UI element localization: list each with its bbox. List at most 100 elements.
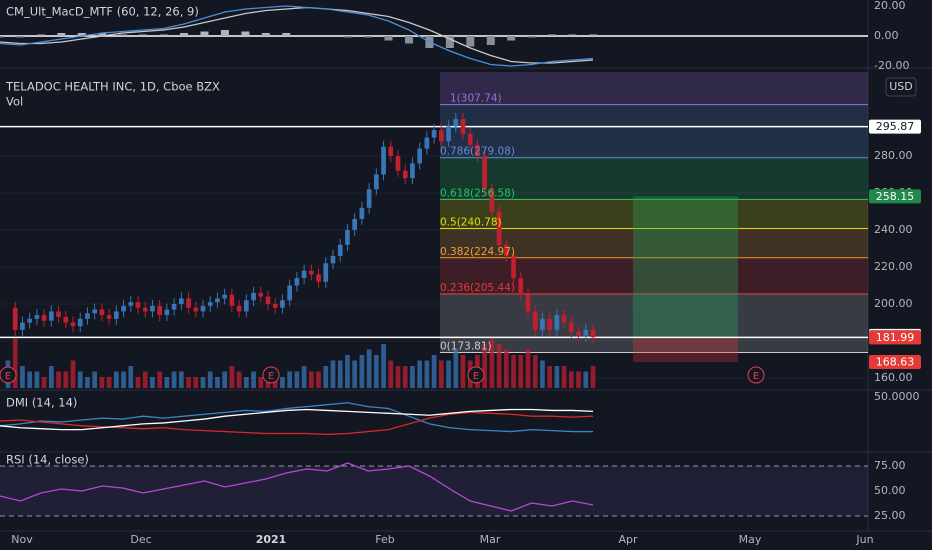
volume-bar	[222, 371, 228, 388]
volume-bar	[402, 366, 408, 388]
candle-body	[518, 278, 524, 295]
volume-bar	[554, 366, 560, 388]
volume-bar	[532, 355, 538, 388]
candle-body	[229, 294, 235, 306]
volume-bar	[417, 360, 423, 388]
price-tag-label: 181.99	[876, 331, 915, 344]
position-stop	[633, 337, 738, 363]
price-tick-label: 200.00	[874, 297, 913, 310]
candle-body	[287, 285, 293, 301]
candle-body	[301, 270, 307, 279]
fib-band	[440, 293, 868, 353]
macd-histogram	[548, 34, 557, 36]
earnings-marker	[262, 366, 280, 384]
volume-bar	[583, 371, 589, 388]
volume-bar	[85, 377, 90, 388]
rsi-tick-label: 75.00	[874, 459, 906, 472]
macd-histogram	[364, 36, 373, 38]
volume-bar	[41, 377, 47, 388]
volume-bar	[323, 366, 329, 388]
volume-bar	[251, 371, 256, 388]
macd-tick-label: -20.00	[874, 59, 909, 72]
candle-body	[410, 163, 415, 179]
currency-button[interactable]	[885, 77, 917, 97]
time-label: Dec	[130, 533, 151, 546]
volume-bar	[243, 377, 249, 388]
macd-histogram	[16, 36, 25, 38]
volume-bar	[482, 344, 488, 388]
candle-body	[142, 307, 148, 312]
candle-body	[489, 189, 495, 212]
candle-body	[395, 156, 401, 171]
volume-bar	[590, 366, 596, 388]
fib-band	[440, 72, 868, 105]
candle-body	[345, 230, 350, 245]
earnings-label: E	[268, 371, 274, 382]
volume-bar	[12, 338, 18, 388]
volume-bar	[511, 355, 516, 388]
volume-bar	[345, 355, 350, 388]
price-tag-label: 258.15	[876, 190, 915, 203]
volume-bar	[178, 371, 184, 388]
price-tag	[869, 355, 921, 370]
candle-body	[438, 130, 444, 142]
time-label: Apr	[618, 533, 638, 546]
candle-body	[236, 305, 242, 312]
rsi-title: RSI (14, close)	[6, 453, 89, 467]
volume-bar	[373, 355, 379, 388]
volume-bar	[164, 377, 170, 388]
macd-histogram	[139, 34, 148, 36]
macd-histogram	[404, 36, 413, 44]
candle-body	[41, 315, 47, 321]
dmi-tick-label: 50.0000	[874, 390, 920, 403]
volume-bar	[359, 355, 365, 388]
volume-bar	[229, 366, 235, 388]
volume-bar	[301, 366, 307, 388]
dmi-minus	[0, 411, 594, 436]
candle-body	[113, 311, 119, 319]
macd-histogram	[507, 36, 516, 41]
volume-bar	[381, 344, 386, 388]
candle-body	[258, 292, 264, 297]
candle-body	[27, 318, 33, 323]
volume-bar	[150, 377, 155, 388]
volume-bar	[489, 338, 495, 388]
rsi-line	[0, 462, 594, 512]
volume-bar	[308, 371, 314, 388]
volume-bar	[540, 360, 545, 388]
candle-body	[532, 311, 538, 330]
candle-body	[576, 331, 581, 336]
candle-body	[337, 244, 343, 256]
macd-title: CM_Ult_MacD_MTF (60, 12, 26, 9)	[6, 5, 199, 19]
macd-histogram	[466, 36, 475, 47]
volume-bar	[294, 371, 300, 388]
candle-body	[525, 294, 531, 312]
candle-body	[366, 189, 372, 208]
macd-histogram	[36, 34, 45, 36]
macd-histogram	[159, 34, 168, 36]
candle-body	[547, 318, 553, 330]
candle-body	[56, 311, 61, 317]
candle-body	[20, 322, 25, 330]
volume-bar	[70, 360, 76, 388]
dmi-plus	[0, 402, 593, 433]
candle-body	[222, 294, 228, 299]
earnings-marker	[0, 366, 17, 384]
currency[interactable]: USD	[889, 80, 913, 93]
fib-label: 0.618(256.58)	[440, 187, 515, 199]
candle-body	[251, 292, 256, 301]
volume-bar	[92, 371, 98, 388]
volume-bar	[121, 371, 126, 388]
macd-histogram	[527, 36, 536, 38]
candle-body	[373, 174, 379, 190]
volume-bar	[56, 371, 61, 388]
volume-bar	[186, 377, 191, 388]
volume-bar	[366, 349, 372, 388]
volume-bar	[518, 355, 524, 388]
candle-body	[48, 311, 54, 321]
candle-body	[381, 146, 386, 175]
time-label: Nov	[11, 533, 33, 546]
candle-body	[359, 207, 365, 219]
candle-body	[583, 329, 589, 336]
volume-bar	[438, 360, 444, 388]
